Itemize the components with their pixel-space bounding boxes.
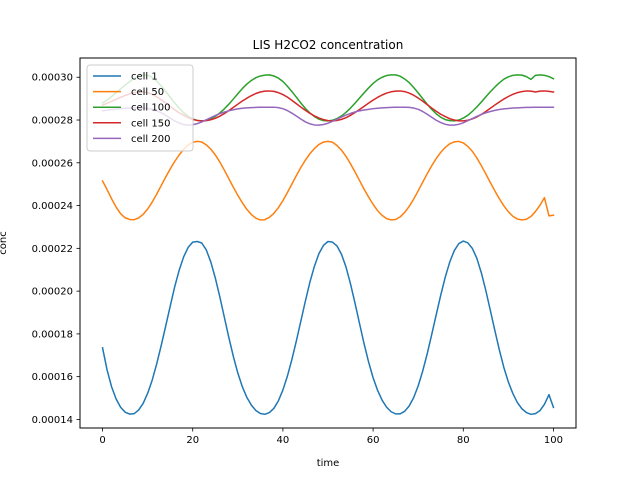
y-axis: 0.00014 0.00016 0.00018 0.00020 0.00022 0.000… — [32, 73, 80, 426]
x-tick-label: 60 — [367, 435, 380, 446]
x-tick-label: 20 — [186, 435, 199, 446]
y-tick-label: 0.00028 — [32, 116, 73, 127]
y-tick-label: 0.00014 — [32, 415, 73, 426]
legend-label-cell-150: cell 150 — [131, 118, 170, 129]
x-axis-label: time — [317, 458, 340, 469]
legend: cell 1 cell 50 cell 100 cell 150 cell 200 — [86, 64, 194, 152]
x-tick-label: 100 — [544, 435, 563, 446]
series-line-cell-1 — [101, 240, 555, 416]
y-axis-label: conc — [0, 231, 9, 254]
x-tick-label: 0 — [99, 435, 105, 446]
x-tick-label: 40 — [277, 435, 290, 446]
legend-label-cell-1: cell 1 — [131, 72, 158, 83]
y-tick-label: 0.00030 — [32, 73, 73, 84]
x-axis: 0 20 40 60 80 100 — [99, 428, 563, 446]
chart-title: LIS H2CO2 concentration — [253, 38, 404, 52]
y-tick-label: 0.00020 — [32, 287, 73, 298]
y-tick-label: 0.00026 — [32, 158, 73, 169]
y-tick-label: 0.00024 — [32, 201, 73, 212]
y-tick-label: 0.00018 — [32, 329, 73, 340]
legend-label-cell-100: cell 100 — [131, 103, 170, 114]
legend-label-cell-200: cell 200 — [131, 134, 170, 145]
axes-frame — [79, 57, 577, 429]
x-tick-label: 80 — [457, 435, 470, 446]
legend-box — [86, 64, 194, 152]
legend-label-cell-50: cell 50 — [131, 87, 164, 98]
y-tick-label: 0.00022 — [32, 244, 73, 255]
y-tick-label: 0.00016 — [32, 372, 73, 383]
series-line-cell-50 — [101, 140, 555, 221]
